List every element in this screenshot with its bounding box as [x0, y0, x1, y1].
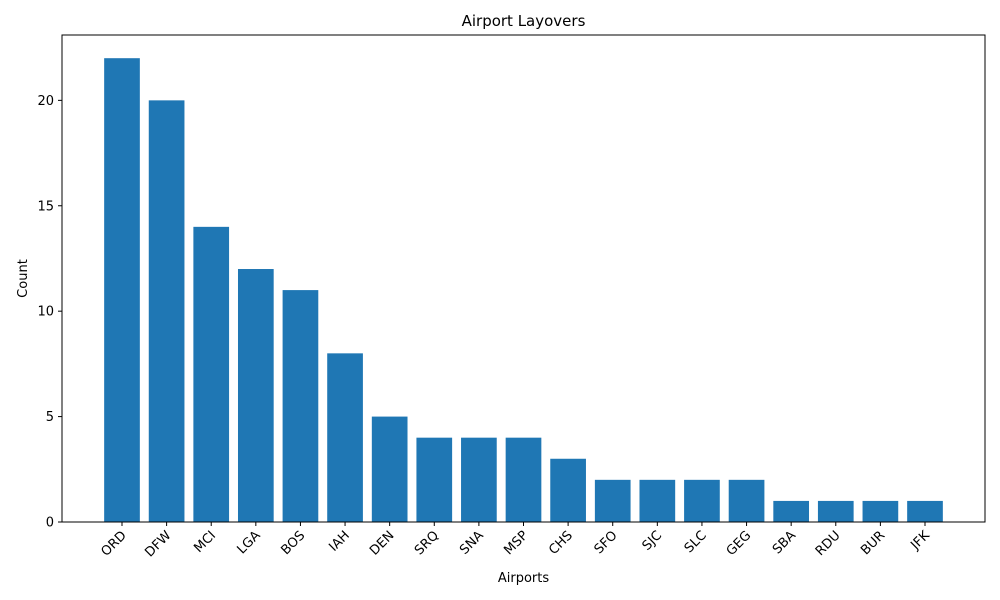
y-axis-ticks: 0 5 10 15 20: [37, 94, 62, 531]
y-tick-label: 15: [37, 199, 54, 214]
y-tick-label: 5: [46, 410, 54, 425]
bars-group: [104, 58, 943, 522]
bar-rdu: [817, 500, 854, 522]
bar-msp: [505, 437, 542, 522]
bar-bur: [862, 500, 899, 522]
x-axis-label: Airports: [498, 571, 549, 586]
bar-jfk: [907, 500, 943, 522]
bar-lga: [237, 269, 274, 522]
y-tick-label: 20: [37, 94, 54, 109]
y-axis-label: Count: [16, 259, 31, 298]
bar-ord: [104, 58, 140, 522]
bar-geg: [728, 479, 765, 522]
bar-sba: [773, 500, 810, 522]
y-tick-label: 0: [46, 516, 54, 531]
bar-sjc: [639, 479, 676, 522]
y-tick-label: 10: [37, 305, 54, 320]
bar-sfo: [594, 479, 631, 522]
chart-title: Airport Layovers: [462, 12, 586, 30]
bar-sna: [461, 437, 497, 522]
bar-bos: [282, 290, 319, 522]
bar-den: [371, 416, 408, 522]
bar-dfw: [148, 100, 185, 522]
bar-iah: [327, 353, 363, 522]
bar-slc: [684, 479, 720, 522]
bar-chs: [550, 458, 586, 522]
bar-srq: [416, 437, 453, 522]
axes-frame: [61, 34, 986, 523]
bar-mci: [193, 226, 230, 522]
